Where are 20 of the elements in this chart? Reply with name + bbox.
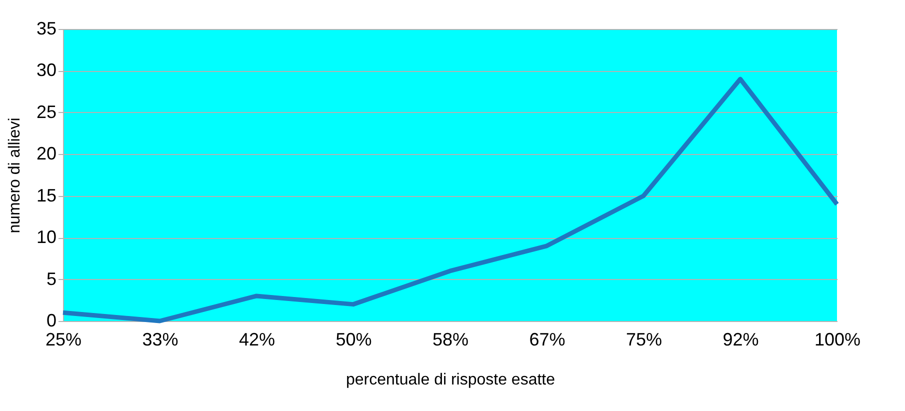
x-tick-label: 33% [142,330,178,350]
y-tick-label: 35 [36,18,56,38]
y-axis-title: numero di allievi [6,118,24,234]
y-tick-label: 30 [36,60,56,80]
y-tick-label: 25 [36,102,56,122]
x-axis-title: percentuale di risposte esatte [346,372,556,388]
x-tick-label: 92% [722,330,759,350]
y-tick-label: 5 [46,268,56,289]
line-series [60,76,840,324]
x-tick-label: 75% [626,330,662,350]
x-tick-label: 100% [814,330,861,350]
x-tick-label: 58% [432,330,469,350]
y-tick-label: 20 [36,144,56,164]
x-tick-label: 25% [45,330,82,350]
x-tick-label: 50% [336,330,372,350]
y-tick-label: 10 [36,227,56,248]
y-tick-label: 0 [46,310,56,330]
y-tick-label: 15 [36,185,56,206]
x-tick-label: 67% [529,330,566,350]
x-tick-label: 42% [238,330,276,350]
